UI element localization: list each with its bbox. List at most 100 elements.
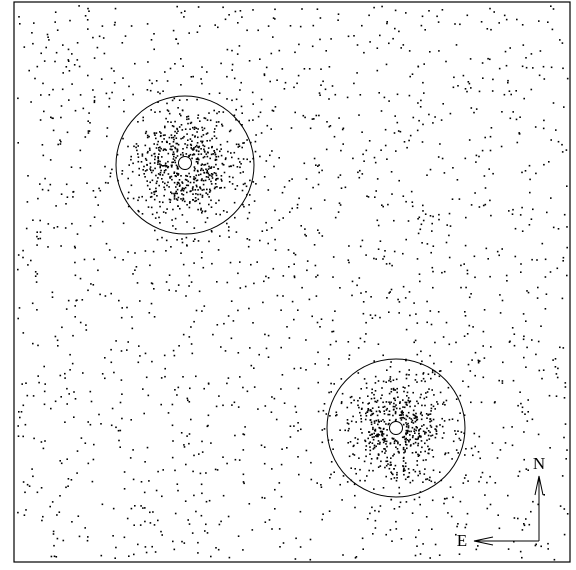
photon-event xyxy=(346,422,349,424)
photon-event xyxy=(149,196,152,198)
photon-event xyxy=(550,66,553,69)
photon-event xyxy=(22,256,24,259)
photon-event xyxy=(46,33,49,36)
photon-event xyxy=(31,32,33,34)
photon-event xyxy=(137,145,139,147)
photon-event xyxy=(383,413,386,415)
photon-event xyxy=(87,421,89,423)
photon-event xyxy=(381,438,384,441)
photon-event xyxy=(405,433,407,436)
photon-event xyxy=(344,186,347,189)
photon-event xyxy=(128,555,130,557)
photon-event xyxy=(319,94,321,96)
photon-event xyxy=(170,134,173,136)
photon-event xyxy=(489,58,491,61)
photon-event xyxy=(240,81,242,84)
photon-event xyxy=(388,401,390,403)
photon-event xyxy=(160,169,162,172)
photon-event xyxy=(97,269,99,272)
photon-event xyxy=(100,78,103,80)
photon-event xyxy=(256,261,258,263)
photon-event xyxy=(330,382,332,385)
photon-event xyxy=(449,225,452,227)
photon-event xyxy=(187,139,189,141)
photon-event xyxy=(317,410,320,413)
photon-event xyxy=(42,82,44,85)
photon-event xyxy=(396,387,398,390)
photon-event xyxy=(402,465,404,467)
photon-event xyxy=(134,62,136,65)
photon-event xyxy=(154,134,156,136)
photon-event xyxy=(226,98,228,100)
photon-event xyxy=(406,476,409,478)
photon-event xyxy=(359,411,361,414)
photon-event xyxy=(199,186,201,188)
photon-event xyxy=(565,458,567,460)
photon-event xyxy=(145,376,148,379)
photon-event xyxy=(518,132,521,135)
photon-event xyxy=(365,455,367,458)
photon-event xyxy=(434,543,437,546)
photon-event xyxy=(241,16,243,18)
photon-event xyxy=(76,299,78,301)
photon-event xyxy=(508,90,511,92)
photon-event xyxy=(123,99,125,101)
photon-event xyxy=(407,425,410,427)
photon-event xyxy=(355,556,358,558)
photon-event xyxy=(181,540,183,543)
photon-event xyxy=(460,286,462,289)
photon-event xyxy=(193,126,196,129)
photon-event xyxy=(180,189,182,192)
photon-event xyxy=(139,355,141,357)
photon-event xyxy=(94,196,97,198)
photon-event xyxy=(104,357,106,359)
photon-event xyxy=(123,110,125,113)
photon-event xyxy=(385,440,388,443)
photon-event xyxy=(216,148,218,151)
photon-event xyxy=(150,195,153,198)
photon-event xyxy=(469,58,472,60)
photon-event xyxy=(373,257,375,260)
photon-event xyxy=(359,245,362,248)
photon-event xyxy=(36,235,38,238)
photon-event xyxy=(190,147,192,149)
photon-event xyxy=(480,401,483,404)
photon-event xyxy=(427,430,430,432)
photon-event xyxy=(353,454,356,456)
photon-event xyxy=(336,414,338,416)
photon-event xyxy=(214,151,216,154)
photon-event xyxy=(33,437,35,440)
photon-event xyxy=(429,168,432,171)
photon-event xyxy=(196,98,198,101)
photon-event xyxy=(416,381,418,383)
photon-event xyxy=(421,242,423,244)
photon-event xyxy=(566,246,568,249)
photon-event xyxy=(468,324,471,327)
photon-event xyxy=(402,470,405,472)
photon-event xyxy=(164,367,166,370)
photon-event xyxy=(87,462,90,465)
photon-event xyxy=(215,202,217,204)
photon-event xyxy=(193,147,195,149)
photon-event xyxy=(115,546,117,549)
photon-event xyxy=(470,293,472,295)
photon-event xyxy=(171,136,173,139)
photon-event xyxy=(347,442,349,444)
photon-event xyxy=(422,210,424,212)
photon-event xyxy=(388,413,391,416)
photon-event xyxy=(279,546,281,548)
photon-event xyxy=(68,70,71,72)
photon-event xyxy=(348,455,351,458)
photon-event xyxy=(321,441,324,444)
photon-event xyxy=(140,481,143,483)
photon-event xyxy=(405,359,407,362)
photon-event xyxy=(416,129,419,132)
photon-event xyxy=(268,519,271,521)
photon-event xyxy=(241,124,243,126)
photon-event xyxy=(367,196,370,198)
photon-event xyxy=(143,412,145,415)
photon-event xyxy=(126,517,129,520)
photon-event xyxy=(397,396,399,398)
photon-event xyxy=(342,143,344,145)
photon-event xyxy=(244,182,246,185)
